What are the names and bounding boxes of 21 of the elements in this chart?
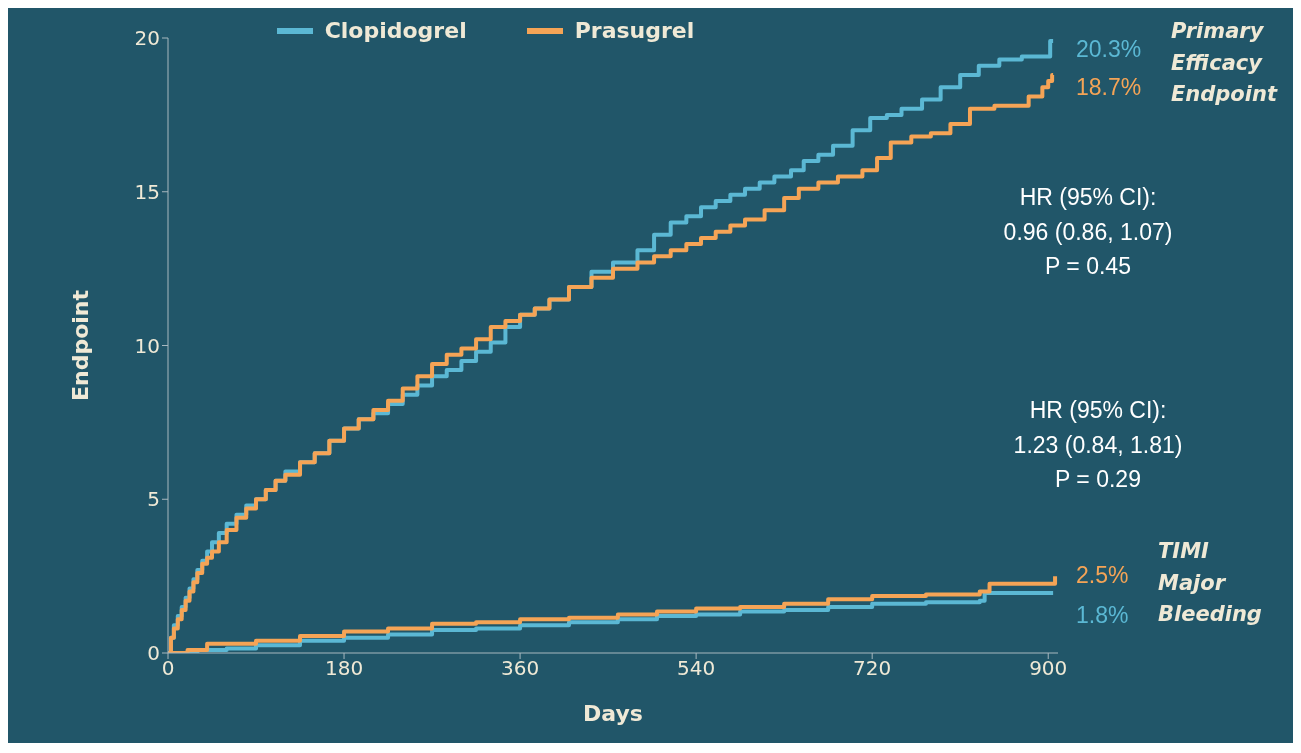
x-axis-title: Days [583,701,643,726]
x-tick-label: 180 [324,656,364,681]
x-tick-label: 360 [500,656,540,681]
y-tick-label: 5 [147,487,160,512]
annotation: HR (95% CI): 1.23 (0.84, 1.81) P = 0.29 [1012,396,1184,494]
x-tick-label: 900 [1029,656,1068,681]
text: TIMI Major Bleeding [1158,538,1262,628]
text: 18.7% [1076,73,1142,102]
y-tick-label: 10 [134,333,160,358]
text: 2.5% [1076,561,1129,590]
y-tick-label: 15 [134,179,160,204]
legend-label: Prasugrel [574,18,695,43]
text: Primary Efficacy Endpoint [1171,18,1277,108]
annotation: HR (95% CI): 0.96 (0.86, 1.07) P = 0.45 [1002,183,1174,281]
text: 20.3% [1076,35,1142,64]
legend-label: Clopidogrel [324,18,467,43]
y-axis-title: Endpoint [67,289,93,402]
text: 1.8% [1076,601,1129,630]
x-tick-label: 540 [677,656,716,681]
y-tick-label: 20 [134,26,160,51]
x-tick-label: 720 [853,656,892,681]
